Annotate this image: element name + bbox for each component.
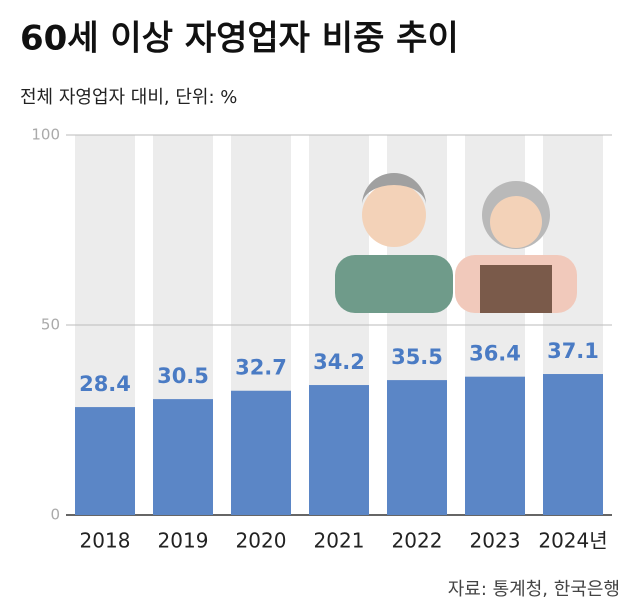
x-tick-label: 2022 (392, 529, 443, 553)
bar (153, 399, 213, 515)
bar (465, 376, 525, 515)
y-tick-label: 100 (31, 126, 60, 144)
bar (231, 390, 291, 515)
value-label: 36.4 (469, 342, 521, 366)
y-tick-label: 0 (50, 506, 60, 524)
bar (309, 385, 369, 515)
illustration (335, 173, 577, 313)
x-tick-label: 2018 (80, 529, 131, 553)
x-tick-label: 2019 (158, 529, 209, 553)
chart-title: 60세 이상 자영업자 비중 추이 (20, 19, 459, 59)
bar (75, 407, 135, 515)
chart-subtitle: 전체 자영업자 대비, 단위: % (20, 87, 237, 108)
value-label: 35.5 (391, 345, 443, 369)
x-tick-label: 2023 (470, 529, 521, 553)
value-label: 34.2 (313, 350, 365, 374)
value-label: 32.7 (235, 356, 287, 380)
bar (543, 374, 603, 515)
source: 자료: 통계청, 한국은행 (448, 579, 620, 600)
value-label: 30.5 (157, 364, 209, 388)
x-tick-label: 2024년 (538, 529, 607, 553)
x-tick-label: 2020 (236, 529, 287, 553)
x-tick-label: 2021 (314, 529, 365, 553)
value-label: 37.1 (547, 339, 599, 363)
bar (387, 380, 447, 515)
value-label: 28.4 (79, 372, 131, 396)
y-tick-label: 50 (41, 316, 60, 334)
